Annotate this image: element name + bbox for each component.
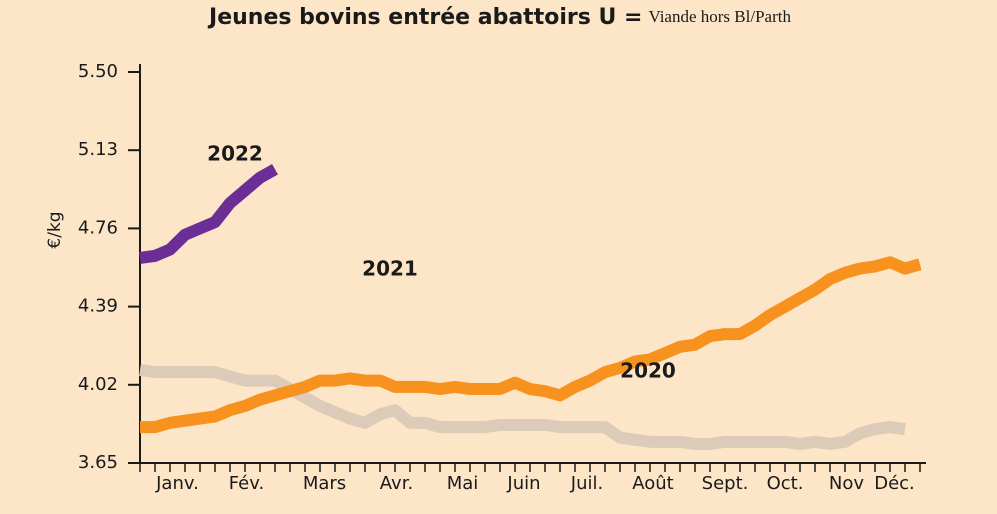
series-label: 2022	[207, 142, 263, 166]
y-axis-label: €/kg	[45, 211, 65, 248]
series-line	[140, 256, 922, 434]
x-tick-label: Janv.	[155, 473, 199, 494]
chart-title: Jeunes bovins entrée abattoirs U =	[207, 5, 642, 30]
y-tick-label: 4.39	[78, 296, 118, 317]
y-tick-label: 4.76	[78, 217, 118, 238]
y-tick-label: 5.13	[78, 139, 118, 160]
x-tick-label: Avr.	[380, 473, 413, 494]
y-tick-label: 4.02	[78, 374, 118, 395]
x-tick-label: Nov	[829, 473, 864, 494]
x-tick-label: Juil.	[570, 473, 603, 494]
x-tick-label: Mars	[303, 473, 346, 494]
x-tick-label: Oct.	[767, 473, 804, 494]
series-label: 2021	[362, 257, 418, 281]
series-line	[139, 163, 278, 264]
x-tick-label: Fév.	[229, 473, 264, 494]
y-tick-label: 3.65	[78, 452, 118, 473]
x-tick-label: Juin	[506, 473, 540, 494]
chart-subtitle: Viande hors Bl/Parth	[648, 7, 791, 26]
x-tick-label: Déc.	[874, 473, 915, 494]
series-label: 2020	[620, 359, 676, 383]
x-tick-label: Sept.	[702, 473, 749, 494]
y-tick-label: 5.50	[78, 61, 118, 82]
series-line	[139, 364, 906, 450]
chart-title-group: Jeunes bovins entrée abattoirs U = Viande…	[207, 5, 791, 30]
x-tick-label: Août	[632, 473, 673, 494]
x-tick-label: Mai	[447, 473, 479, 494]
